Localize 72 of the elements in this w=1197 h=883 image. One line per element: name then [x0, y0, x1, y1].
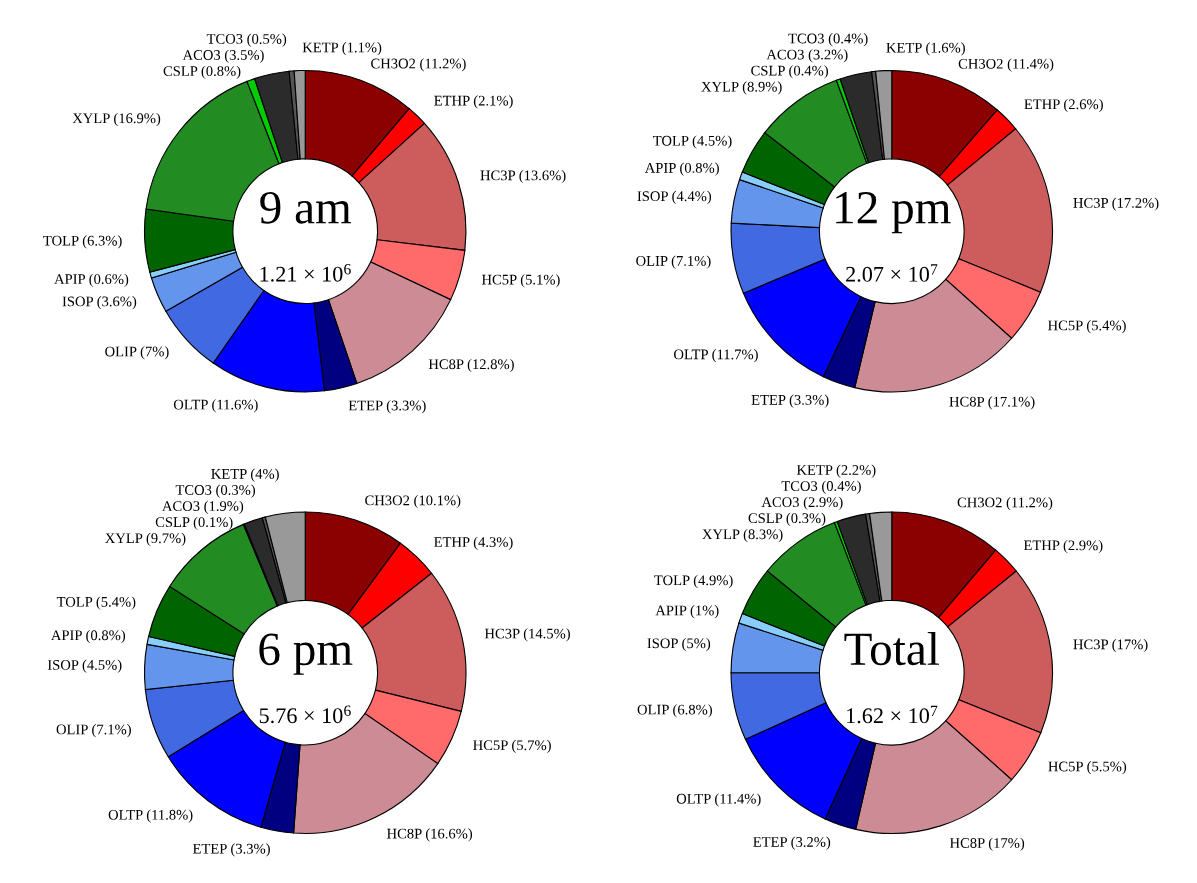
- slice-label: OLTP (11.8%): [108, 809, 193, 823]
- slice-label: TCO3 (0.5%): [206, 33, 287, 47]
- slice-label: TOLP (4.5%): [653, 135, 732, 149]
- slice-label: ISOP (4.5%): [47, 659, 122, 673]
- slice-label: CSLP (0.8%): [163, 65, 241, 79]
- slice-label: HC3P (13.6%): [480, 170, 566, 184]
- slice-label: OLTP (11.6%): [173, 399, 258, 413]
- text: 5.76 × 10$^{6}$: [259, 705, 351, 724]
- text: 12 pm: [836, 191, 951, 234]
- slice-label: ETEP (3.3%): [348, 400, 426, 414]
- slice-label: ETEP (3.2%): [753, 836, 831, 850]
- slice-label: XYLP (16.9%): [72, 112, 161, 127]
- text: 6 pm: [259, 633, 353, 675]
- slice-label: OLTP (11.7%): [674, 349, 758, 363]
- slice-label: OLIP (6.8%): [637, 704, 712, 718]
- slice-label: APIP (0.8%): [51, 629, 126, 644]
- slice-label: CSLP (0.3%): [748, 512, 826, 527]
- slice-label: ETEP (3.3%): [751, 394, 829, 408]
- slice-label: ACO3 (3.5%): [182, 49, 264, 63]
- slice-label: TCO3 (0.4%): [781, 480, 861, 494]
- slice-label: APIP (0.6%): [54, 273, 129, 287]
- slice-label: HC8P (12.8%): [428, 358, 514, 373]
- slice-label: ISOP (4.4%): [637, 190, 712, 205]
- slice-label: CH3O2 (11.2%): [371, 58, 466, 72]
- slice-label: HC3P (17.2%): [1073, 197, 1159, 211]
- slice-label: KETP (1.6%): [886, 42, 965, 56]
- slice-label: ETHP (2.6%): [1024, 98, 1103, 113]
- slice-label: KETP (1.1%): [302, 42, 382, 56]
- slice-label: OLTP (11.4%): [676, 793, 761, 807]
- text: 1.21 × 10$^{6}$: [260, 263, 351, 282]
- slice-label: CSLP (0.4%): [751, 65, 828, 79]
- slice-label: TCO3 (0.3%): [175, 484, 256, 498]
- slice-label: HC8P (17.1%): [949, 396, 1035, 410]
- slice-label: KETP (4%): [211, 468, 279, 482]
- slice-label: XYLP (9.7%): [105, 532, 186, 547]
- slice-label: ETHP (2.1%): [434, 95, 513, 109]
- slice-label: HC5P (5.5%): [1048, 761, 1127, 775]
- slice-label: HC5P (5.1%): [481, 274, 560, 288]
- text: 1.62 × 10$^{7}$: [847, 705, 938, 724]
- slice-label: CH3O2 (11.2%): [957, 497, 1053, 511]
- slice-label: TCO3 (0.4%): [788, 33, 868, 47]
- slice-label: HC3P (14.5%): [484, 628, 570, 642]
- slice-label: OLIP (7%): [105, 346, 169, 360]
- slice-label: ACO3 (2.9%): [761, 496, 843, 510]
- slice-label: ISOP (3.6%): [62, 296, 137, 310]
- slice-label: CH3O2 (11.4%): [958, 58, 1054, 72]
- slice-label: HC5P (5.7%): [473, 739, 551, 754]
- slice-label: APIP (1%): [655, 605, 719, 619]
- text: 2.07 × 10$^{7}$: [846, 264, 938, 282]
- slice-label: CH3O2 (10.1%): [365, 495, 461, 509]
- slice-label: HC8P (16.6%): [386, 828, 473, 842]
- slice-label: KETP (2.2%): [796, 464, 876, 478]
- slice-label: XYLP (8.9%): [701, 81, 782, 95]
- slice-label: TOLP (5.4%): [56, 596, 136, 610]
- slice-label: OLIP (7.1%): [636, 255, 711, 269]
- slice-label: TOLP (6.3%): [43, 235, 122, 249]
- slice-label: APIP (0.8%): [644, 162, 719, 176]
- slice-label: HC5P (5.4%): [1048, 320, 1126, 334]
- slice-label: ETHP (4.3%): [434, 536, 513, 550]
- slice-label: ISOP (5%): [647, 637, 711, 652]
- slice-label: ETEP (3.3%): [192, 843, 270, 857]
- slice-label: HC8P (17%): [949, 837, 1025, 851]
- slice-label: ACO3 (3.2%): [766, 49, 848, 63]
- slice-label: OLIP (7.1%): [56, 724, 131, 738]
- slice-label: CSLP (0.1%): [155, 516, 233, 530]
- text: Total: [844, 632, 939, 666]
- slice-label: HC3P (17%): [1073, 639, 1148, 653]
- text: 9 am: [260, 191, 352, 224]
- slice-label: ACO3 (1.9%): [162, 500, 244, 514]
- slice-label: XYLP (8.3%): [702, 528, 783, 543]
- slice-label: TOLP (4.9%): [654, 574, 733, 589]
- slice-label: ETHP (2.9%): [1023, 539, 1103, 554]
